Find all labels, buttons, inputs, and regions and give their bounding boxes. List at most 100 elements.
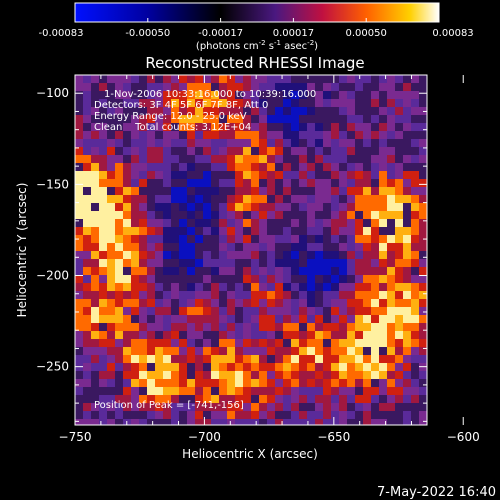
heatmap-cell [419, 227, 427, 235]
heatmap-cell [203, 251, 211, 259]
heatmap-cell [179, 347, 187, 355]
heatmap-cell [379, 139, 387, 147]
heatmap-cell [155, 155, 163, 163]
heatmap-cell [363, 355, 371, 363]
heatmap-cell [315, 131, 323, 139]
heatmap-cell [243, 123, 251, 131]
heatmap-cell [203, 363, 211, 371]
heatmap-cell [179, 419, 187, 425]
heatmap-cell [211, 395, 219, 403]
heatmap-cell [419, 123, 427, 131]
heatmap-cell [99, 331, 107, 339]
heatmap-cell [75, 139, 83, 147]
heatmap-cell [187, 83, 195, 91]
heatmap-cell [99, 163, 107, 171]
heatmap-cell [259, 387, 267, 395]
heatmap-cell [315, 379, 323, 387]
heatmap-cell [395, 211, 403, 219]
heatmap-cell [259, 251, 267, 259]
heatmap-cell [83, 219, 91, 227]
heatmap-cell [339, 419, 347, 425]
heatmap-cell [235, 323, 243, 331]
heatmap-cell [275, 179, 283, 187]
heatmap-cell [75, 155, 83, 163]
heatmap-cell [139, 379, 147, 387]
heatmap-cell [75, 227, 83, 235]
heatmap-cell [235, 227, 243, 235]
heatmap-cell [379, 211, 387, 219]
heatmap-cell [251, 163, 259, 171]
heatmap-cell [75, 163, 83, 171]
heatmap-cell [235, 419, 243, 425]
heatmap-cell [347, 339, 355, 347]
heatmap-cell [267, 283, 275, 291]
heatmap-cell [99, 139, 107, 147]
heatmap-cell [107, 203, 115, 211]
heatmap-cell [211, 203, 219, 211]
heatmap-cell [387, 259, 395, 267]
heatmap-cell [395, 131, 403, 139]
heatmap-cell [147, 331, 155, 339]
heatmap-cell [419, 179, 427, 187]
heatmap-cell [131, 267, 139, 275]
heatmap-cell [123, 99, 131, 107]
heatmap-cell [203, 163, 211, 171]
heatmap-cell [235, 387, 243, 395]
heatmap-cell [227, 147, 235, 155]
heatmap-cell [379, 355, 387, 363]
heatmap-cell [267, 347, 275, 355]
heatmap-cell [163, 259, 171, 267]
heatmap-cell [403, 395, 411, 403]
heatmap-cell [123, 411, 131, 419]
heatmap-cell [419, 403, 427, 411]
heatmap-cell [339, 299, 347, 307]
heatmap-cell [179, 203, 187, 211]
heatmap-cell [283, 139, 291, 147]
heatmap-cell [403, 363, 411, 371]
heatmap-cell [403, 291, 411, 299]
heatmap-cell [187, 323, 195, 331]
heatmap-cell [291, 307, 299, 315]
heatmap-cell [131, 107, 139, 115]
heatmap-cell [307, 235, 315, 243]
heatmap-cell [131, 163, 139, 171]
heatmap-cell [411, 211, 419, 219]
heatmap-cell [259, 179, 267, 187]
heatmap-cell [171, 299, 179, 307]
heatmap-cell [235, 131, 243, 139]
heatmap-cell [211, 251, 219, 259]
heatmap-cell [171, 371, 179, 379]
heatmap-cell [347, 395, 355, 403]
heatmap-cell [91, 347, 99, 355]
heatmap-cell [115, 123, 123, 131]
heatmap-cell [219, 267, 227, 275]
heatmap-cell [387, 331, 395, 339]
heatmap-cell [259, 259, 267, 267]
heatmap-cell [91, 379, 99, 387]
heatmap-cell [283, 355, 291, 363]
heatmap-cell [235, 99, 243, 107]
heatmap-cell [187, 115, 195, 123]
heatmap-cell [83, 99, 91, 107]
heatmap-cell [403, 323, 411, 331]
heatmap-cell [323, 131, 331, 139]
heatmap-cell [411, 267, 419, 275]
heatmap-cell [299, 75, 307, 83]
heatmap-cell [331, 331, 339, 339]
heatmap-cell [75, 147, 83, 155]
heatmap-cell [123, 291, 131, 299]
heatmap-cell [395, 331, 403, 339]
heatmap-cell [155, 347, 163, 355]
heatmap-cell [155, 267, 163, 275]
heatmap-cell [371, 371, 379, 379]
heatmap-cell [379, 115, 387, 123]
heatmap-cell [107, 211, 115, 219]
heatmap-cell [291, 251, 299, 259]
heatmap-cell [331, 99, 339, 107]
heatmap-cell [171, 347, 179, 355]
heatmap-cell [187, 379, 195, 387]
heatmap-cell [163, 219, 171, 227]
heatmap-cell [323, 267, 331, 275]
heatmap-cell [307, 107, 315, 115]
heatmap-cell [379, 131, 387, 139]
